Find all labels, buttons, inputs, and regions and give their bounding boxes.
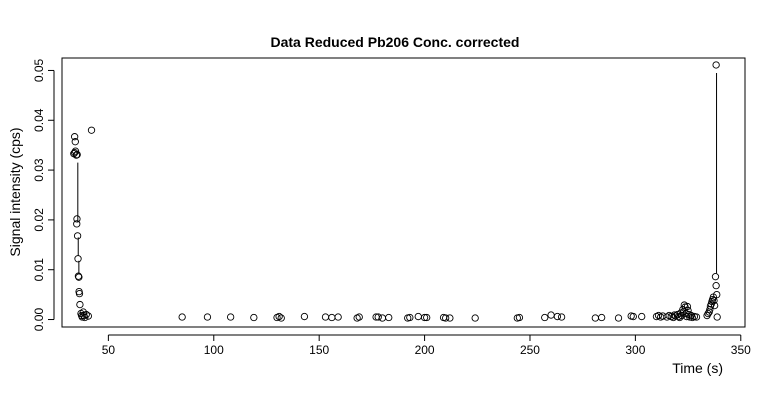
data-point [659,312,667,320]
data-point [420,313,429,322]
data-point [515,313,524,322]
data-point [76,300,84,309]
data-point [73,232,82,240]
data-point [712,282,720,290]
data-point [654,311,663,320]
data-points [70,61,721,322]
x-tick-label: 350 [731,343,751,357]
x-tick-label: 50 [102,343,116,357]
data-point [82,310,90,319]
data-point [71,147,80,155]
data-point [385,313,393,322]
data-point [710,301,719,310]
data-point [70,133,79,141]
x-tick-label: 300 [625,343,645,357]
chart-title: Data Reduced Pb206 Conc. corrected [271,34,520,50]
y-tick-label: 0.05 [32,58,46,82]
data-point [321,313,330,321]
data-point [591,314,599,322]
data-point [178,313,186,321]
data-point [557,313,566,321]
x-tick-label: 150 [309,343,329,357]
data-point [73,220,81,228]
data-point [374,313,382,321]
data-point [74,255,82,263]
data-point [378,314,387,322]
data-point [638,312,646,321]
data-point [73,215,81,223]
data-point [683,302,692,311]
data-point [598,313,606,322]
data-point [277,314,285,322]
data-point [553,312,562,321]
y-tick-label: 0.02 [32,208,46,232]
x-tick-label: 200 [415,343,435,357]
series-lines [77,72,718,274]
data-point [712,61,720,69]
data-point [203,313,212,321]
data-point [334,313,342,321]
data-point [423,313,431,322]
data-point [275,312,283,321]
y-axis-label: Signal intensity (cps) [7,127,23,256]
data-point [84,312,93,320]
data-point [614,314,623,322]
data-point [226,313,235,321]
y-tick-label: 0.01 [32,258,46,282]
data-point [75,273,83,281]
data-point [710,296,718,305]
data-point [711,273,720,281]
x-tick-label: 250 [520,343,540,357]
data-point [471,314,479,322]
data-point [706,305,714,314]
data-point [75,289,84,298]
data-point [713,290,721,299]
x-axis-label: Time (s) [672,360,723,376]
data-point [541,313,549,322]
y-tick-label: 0.04 [32,108,46,132]
x-axis: 50 100 150 200 250 300 350 [102,334,751,357]
data-point [328,313,336,322]
data-point [87,126,96,134]
data-point [71,138,79,146]
y-tick-label: 0.03 [32,158,46,182]
x-tick-label: 100 [204,343,224,357]
data-point [692,313,701,321]
data-point [629,312,637,321]
data-point [442,314,450,322]
y-tick-label: 0.00 [32,308,46,332]
data-point [674,312,683,321]
data-point [713,313,721,321]
data-point [300,312,309,321]
data-point [72,151,80,159]
y-axis: 0.00 0.01 0.02 0.03 0.04 0.05 [32,58,55,332]
data-point [446,314,454,322]
data-point [704,309,712,318]
data-point [406,313,414,322]
data-point [414,312,422,321]
plot-frame [61,57,746,328]
data-point [547,311,555,319]
data-point [355,313,363,321]
data-point [676,313,684,322]
data-point [250,313,258,322]
